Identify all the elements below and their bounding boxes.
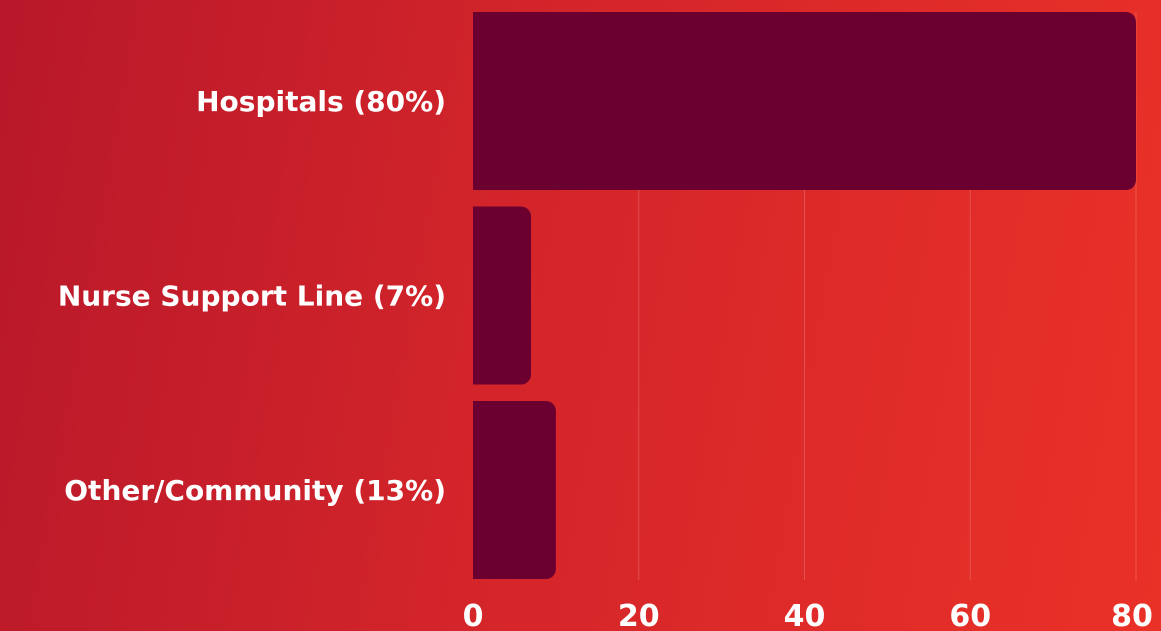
bar-base-0 [473,12,485,190]
x-tick-label: 60 [949,599,991,631]
category-label: Hospitals (80%) [196,85,446,118]
bar-base-1 [473,206,485,385]
x-tick-label: 80 [1111,599,1153,631]
category-label: Nurse Support Line (7%) [58,280,446,313]
bar-2 [473,401,556,579]
x-tick-label: 20 [618,599,660,631]
bar-1 [473,206,532,385]
x-tick-label: 40 [784,599,826,631]
category-labels: Hospitals (80%) Nurse Support Line (7%) Ot… [58,85,446,507]
bar-0 [473,12,1136,190]
bar-base-2 [473,401,485,579]
bars [473,12,1136,579]
category-label: Other/Community (13%) [64,474,446,507]
x-axis-ticks: 0 20 40 60 80 [463,599,1153,631]
x-tick-label: 0 [463,599,484,631]
